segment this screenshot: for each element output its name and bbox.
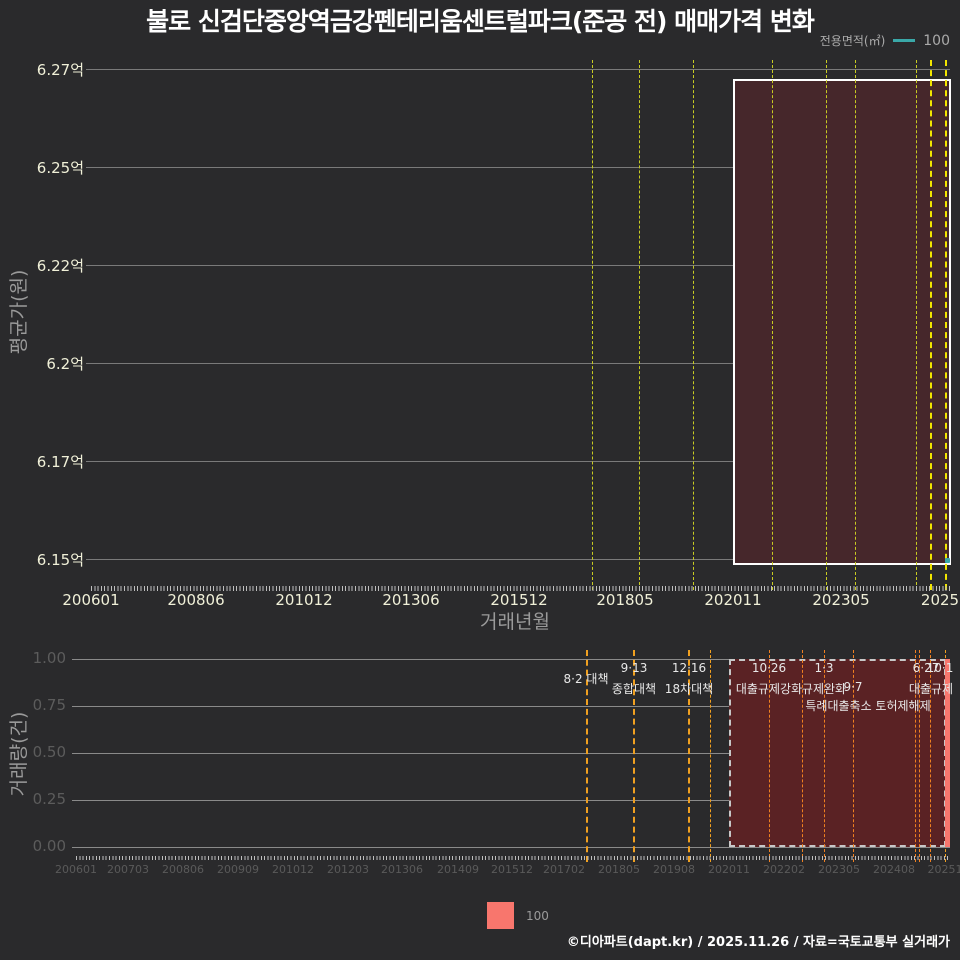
policy-annotation: 10·26: [751, 661, 787, 675]
price-gridline: [86, 559, 950, 560]
price-x-tick-label: 201306: [382, 591, 440, 609]
policy-date-line: [915, 650, 916, 862]
policy-annotation: 8·2 대책: [563, 672, 609, 686]
policy-annotation: 대출규제강화: [735, 682, 803, 696]
price-data-point: [945, 558, 950, 563]
volume-y-tick-label: 0.75: [32, 696, 66, 714]
policy-date-line: [824, 650, 825, 862]
volume-x-tick-label: 201512: [491, 863, 533, 876]
price-x-minor-ticks: [91, 586, 951, 591]
policy-date-line: [855, 60, 856, 590]
volume-x-tick-label: 201409: [437, 863, 479, 876]
price-gridline: [86, 265, 950, 266]
volume-x-tick-label: 202011: [708, 863, 750, 876]
volume-y-tick-label: 0.25: [32, 790, 66, 808]
policy-annotation: 12·16: [671, 661, 707, 675]
price-y-tick-label: 6.25억: [36, 159, 84, 177]
price-gridline: [86, 167, 950, 168]
policy-date-line: [802, 650, 803, 862]
policy-date-line: [639, 60, 640, 590]
volume-x-tick-label: 201702: [543, 863, 585, 876]
volume-x-tick-label: 202305: [818, 863, 860, 876]
volume-gridline: [72, 847, 950, 848]
price-highlight-box: [733, 79, 951, 565]
price-x-tick-label: 200601: [62, 591, 120, 609]
volume-gridline: [72, 753, 950, 754]
policy-date-line: [930, 650, 931, 862]
volume-highlight-box: [729, 659, 946, 847]
volume-gridline: [72, 659, 950, 660]
policy-annotation: 1·3: [814, 661, 834, 675]
policy-date-line: [586, 650, 588, 862]
volume-x-tick-label: 201908: [653, 863, 695, 876]
volume-x-tick-label: 200703: [107, 863, 149, 876]
volume-y-tick-label: 0.00: [32, 837, 66, 855]
legend-item-label: 100: [923, 32, 950, 49]
price-x-tick-label: 201512: [490, 591, 548, 609]
policy-date-line: [919, 650, 920, 862]
volume-x-tick-label: 200909: [217, 863, 259, 876]
price-y-tick-label: 6.27억: [36, 61, 84, 79]
volume-x-tick-label: 201805: [598, 863, 640, 876]
policy-date-line: [772, 60, 773, 590]
volume-x-minor-ticks: [76, 856, 948, 860]
policy-annotation: 특례대출축소 토허제해제: [805, 699, 931, 713]
price-gridline: [86, 363, 950, 364]
policy-annotation: 규제완화: [801, 682, 847, 696]
legend-fill-swatch: [487, 902, 514, 929]
policy-annotation: 9·7: [843, 680, 863, 694]
policy-annotation: 6·27: [912, 661, 940, 675]
policy-date-line: [945, 60, 947, 590]
volume-x-tick-label: 202202: [763, 863, 805, 876]
price-x-tick-label: 201012: [275, 591, 333, 609]
source-caption: ©디아파트(dapt.kr) / 2025.11.26 / 자료=국토교통부 실…: [566, 935, 950, 950]
volume-x-tick-label: 202408: [873, 863, 915, 876]
policy-date-line: [826, 60, 827, 590]
volume-x-tick-label: 201012: [272, 863, 314, 876]
policy-annotation: 종합대책: [611, 682, 657, 696]
legend-title: 전용면적(㎡): [819, 34, 886, 48]
volume-x-tick-label: 201203: [327, 863, 369, 876]
top-legend: 전용면적(㎡) 100: [820, 32, 950, 49]
policy-date-line: [710, 650, 711, 862]
policy-annotation: 10·1: [926, 661, 954, 675]
volume-y-tick-label: 0.50: [32, 743, 66, 761]
price-gridline: [86, 461, 950, 462]
policy-date-line: [916, 60, 917, 590]
policy-date-line: [693, 60, 694, 590]
price-x-tick-label: 201805: [596, 591, 654, 609]
price-x-tick-label: 202011: [704, 591, 762, 609]
policy-date-line: [769, 650, 770, 862]
volume-gridline: [72, 800, 950, 801]
bottom-legend: 100: [487, 902, 549, 929]
price-y-tick-label: 6.17억: [36, 453, 84, 471]
volume-x-tick-label: 200806: [162, 863, 204, 876]
price-y-tick-label: 6.22억: [36, 257, 84, 275]
volume-x-tick-label: 200601: [55, 863, 97, 876]
policy-date-line: [633, 650, 635, 862]
price-y-tick-label: 6.15억: [36, 551, 84, 569]
volume-x-tick-label: 201306: [381, 863, 423, 876]
price-y-tick-label: 6.2억: [46, 355, 84, 373]
policy-annotation: 대출규제: [908, 682, 954, 696]
policy-annotation: 18차대책: [664, 682, 714, 696]
price-x-tick-label: 2025: [920, 591, 960, 609]
price-x-tick-label: 202305: [812, 591, 870, 609]
volume-gridline: [72, 706, 950, 707]
price-x-axis-label: 거래년월: [480, 611, 550, 633]
volume-y-tick-label: 1.00: [32, 649, 66, 667]
price-gridline: [86, 69, 950, 70]
price-x-tick-label: 200806: [167, 591, 225, 609]
legend-line-swatch: [893, 39, 916, 42]
policy-date-line: [853, 650, 854, 862]
chart-title: 불로 신검단중앙역금강펜테리움센트럴파크(준공 전) 매매가격 변화: [146, 7, 815, 36]
policy-date-line: [592, 60, 593, 590]
policy-date-line: [930, 60, 932, 590]
policy-annotation: 9·13: [620, 661, 648, 675]
volume-x-tick-label: 20251: [927, 863, 960, 876]
price-y-axis-label: 평균가(원): [8, 269, 30, 355]
volume-bar: [945, 659, 950, 847]
policy-date-line: [688, 650, 690, 862]
legend-item-label: 100: [526, 908, 549, 923]
